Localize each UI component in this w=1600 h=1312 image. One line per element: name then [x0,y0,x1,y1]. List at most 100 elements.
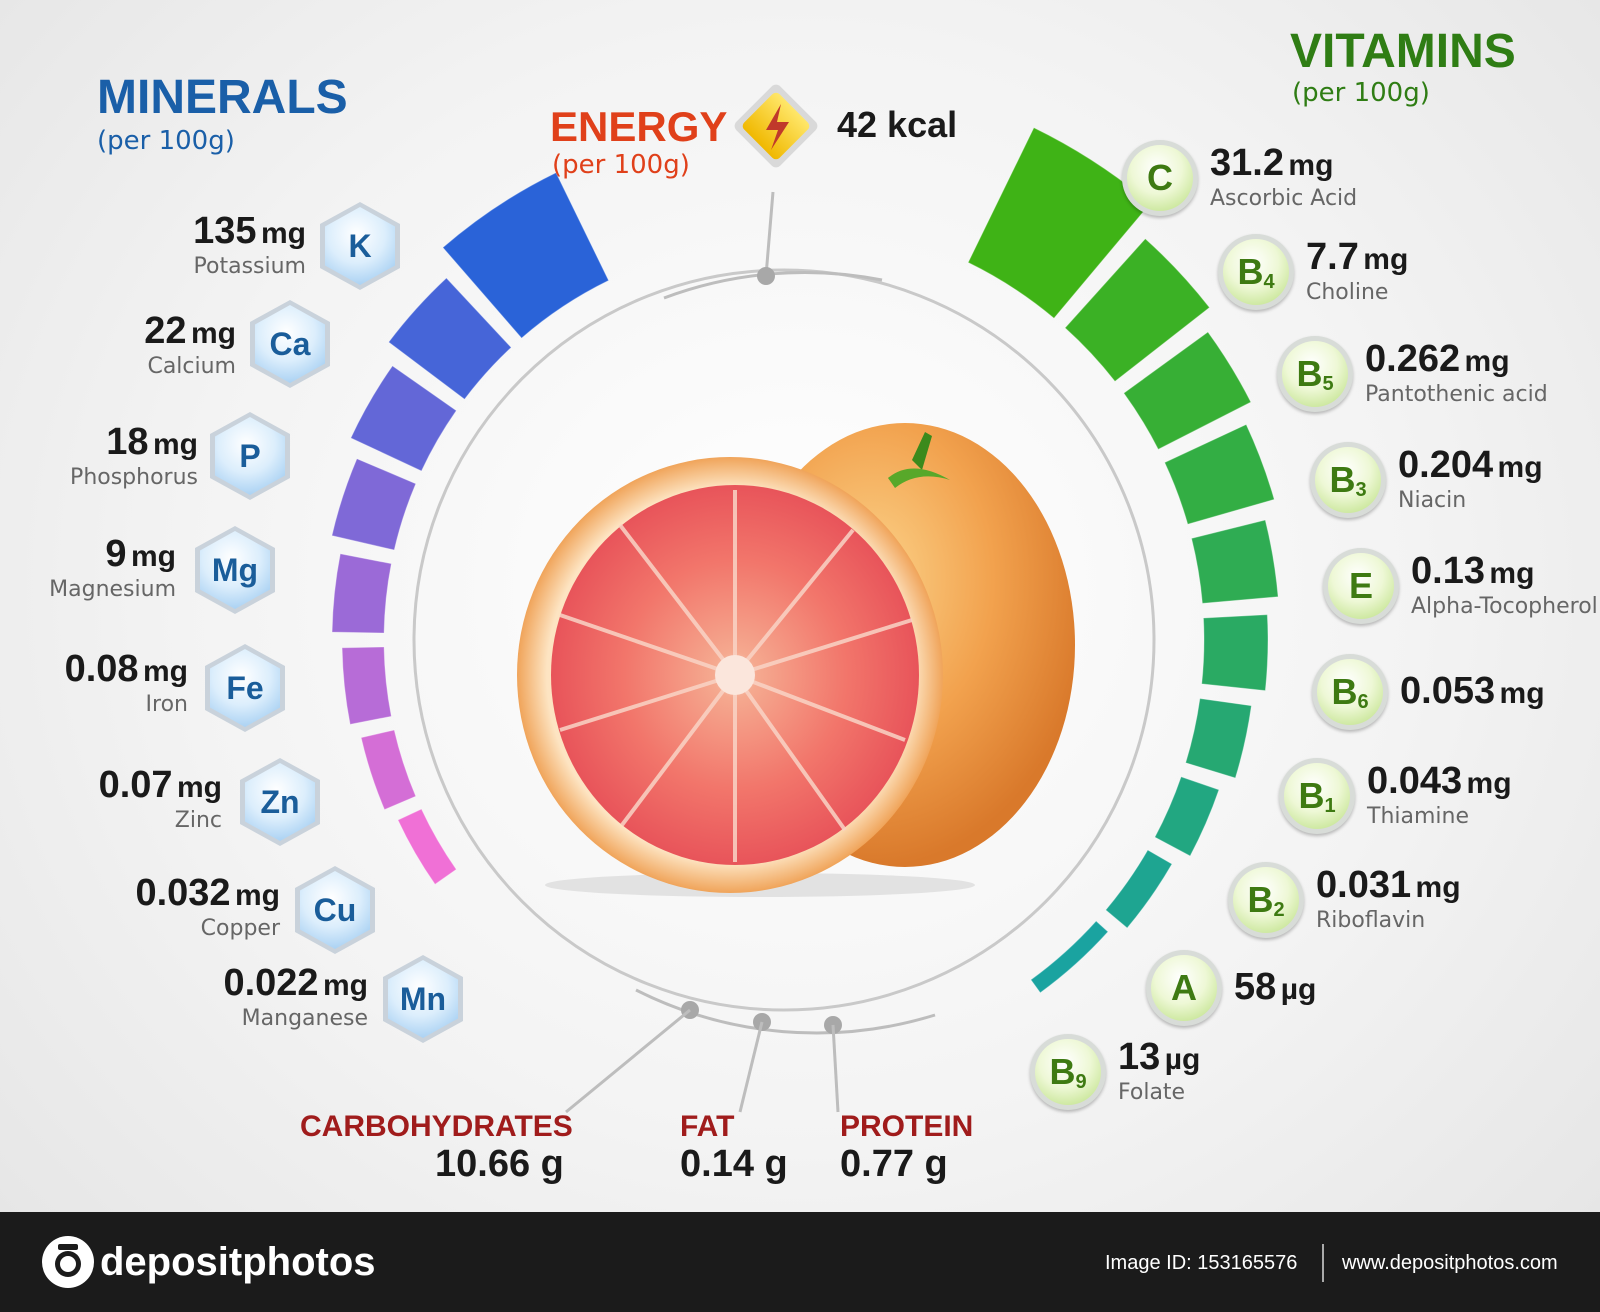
vitamin-bar [1064,237,1211,383]
vitamin-letter: B [1247,879,1274,920]
vitamin-subscript: 1 [1324,795,1336,817]
vitamin-unit: µg [1164,1043,1201,1076]
macros-arc [635,988,936,1035]
mineral-unit: mg [191,317,236,350]
vitamin-amount: 7.7 mg [1306,236,1408,279]
vitamin-symbol: B6 [1331,671,1368,713]
carbohydrates-value: 10.66 g [435,1143,564,1185]
mineral-value: 0.07 [98,764,173,806]
footer-url[interactable]: www.depositphotos.com [1342,1252,1558,1274]
mineral-bar [341,646,392,725]
vitamin-amount: 31.2 mg [1210,142,1333,185]
vitamin-unit: µg [1280,973,1317,1006]
mineral-unit: mg [235,879,280,912]
mineral-symbol: Zn [260,783,300,820]
mineral-amount: 0.032 mg [135,872,280,915]
vitamin-letter: B [1298,775,1325,816]
vitamin-value: 58 [1234,966,1277,1008]
vitamin-letter: B [1331,671,1358,712]
mineral-name: Phosphorus [70,465,198,490]
vitamin-name: Niacin [1398,488,1467,513]
vitamin-symbol: E [1349,565,1373,607]
mineral-symbol: P [239,437,261,474]
mineral-amount: 135 mg [193,210,306,253]
vitamin-amount: 13 µg [1118,1036,1200,1079]
mineral-bar-group [331,171,610,886]
mineral-unit: mg [177,771,222,804]
energy-bolt-icon [734,84,818,168]
vitamin-symbol-badge: A [1146,950,1222,1026]
vitamins-per: (per 100g) [1292,78,1430,108]
vitamin-name: Choline [1306,280,1389,305]
vitamin-symbol-badge: B3 [1310,442,1386,518]
vitamin-value: 0.13 [1411,550,1485,592]
energy-value: 42 kcal [837,104,958,145]
vitamin-bar [1185,697,1252,779]
mineral-symbol: Mn [399,980,447,1017]
vitamin-unit: mg [1466,767,1512,800]
vitamin-letter: E [1348,565,1373,606]
footer-bar: depositphotos Image ID: 153165576 www.de… [0,1212,1600,1312]
vitamin-amount: 0.13 mg [1411,550,1534,593]
energy-dot [757,267,775,285]
mineral-unit: mg [131,540,176,573]
mineral-bar [397,808,458,886]
vitamin-subscript: 6 [1357,691,1369,713]
vitamin-value: 0.031 [1316,864,1412,906]
vitamin-bar [1030,920,1109,994]
mineral-value: 0.08 [64,648,139,690]
mineral-name: Iron [145,692,188,717]
vitamin-unit: mg [1464,345,1510,378]
vitamin-symbol: A [1171,967,1197,1009]
vitamin-symbol-badge: B5 [1277,336,1353,412]
mineral-value: 18 [106,421,149,463]
vitamin-symbol-badge: B6 [1312,654,1388,730]
mineral-value: 135 [193,210,257,252]
vitamin-value: 0.053 [1400,670,1496,712]
vitamin-symbol: C [1147,157,1173,199]
vitamin-amount: 58 µg [1234,966,1316,1009]
camera-logo-icon [42,1236,94,1288]
vitamin-name: Riboflavin [1316,908,1426,933]
mineral-symbol-badge: Zn [240,758,320,846]
vitamin-symbol: B5 [1296,353,1333,395]
mineral-unit: mg [153,428,198,461]
fat-value: 0.14 g [680,1143,788,1185]
vitamin-letter: C [1147,157,1173,198]
vitamin-value: 13 [1118,1036,1161,1078]
vitamin-unit: mg [1499,677,1545,710]
mineral-symbol: K [348,227,372,264]
vitamin-name: Alpha-Tocopherol [1411,594,1598,619]
vitamin-letter: A [1171,967,1197,1008]
vitamin-symbol-badge: B9 [1030,1034,1106,1110]
mineral-name: Potassium [193,254,306,279]
vitamin-symbol: B9 [1049,1051,1086,1093]
minerals-title: MINERALS [97,71,348,124]
vitamin-subscript: 2 [1273,899,1285,921]
mineral-name: Calcium [147,354,236,379]
vitamin-subscript: 5 [1322,373,1334,395]
brand-name: depositphotos [100,1240,376,1284]
mineral-symbol: Ca [269,325,311,362]
vitamin-amount: 0.262 mg [1365,338,1510,381]
mineral-amount: 22 mg [144,310,236,353]
mineral-unit: mg [261,217,306,250]
mineral-bar [331,553,392,634]
mineral-symbol-badge: Fe [205,644,285,732]
carbohydrates-label: CARBOHYDRATES [300,1110,573,1143]
mineral-bar [350,365,458,472]
mineral-amount: 0.07 mg [99,764,222,807]
inner-ring [412,268,1156,1012]
vitamin-unit: mg [1363,243,1409,276]
vitamin-name: Thiamine [1367,804,1469,829]
vitamin-letter: B [1049,1051,1076,1092]
vitamin-symbol: B3 [1329,459,1366,501]
mineral-amount: 18 mg [106,421,198,464]
vitamin-symbol-badge: B2 [1228,862,1304,938]
mineral-symbol-badge: Mg [195,526,275,614]
vitamin-name: Ascorbic Acid [1210,186,1358,211]
vitamin-amount: 0.031 mg [1316,864,1461,907]
vitamin-amount: 0.043 mg [1367,760,1512,803]
mineral-amount: 0.022 mg [223,962,368,1005]
vitamin-symbol: B1 [1298,775,1335,817]
